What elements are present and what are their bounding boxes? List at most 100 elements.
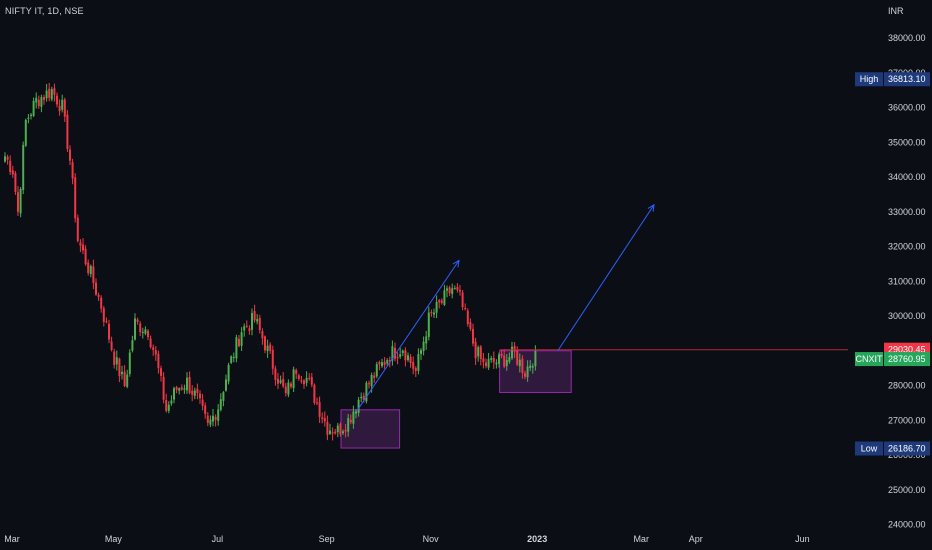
- candle-body: [160, 368, 162, 376]
- candle: [19, 186, 22, 218]
- candle-body: [342, 431, 344, 434]
- candle: [508, 352, 511, 364]
- candle: [518, 353, 521, 373]
- trend-lines[interactable]: [357, 203, 655, 411]
- candle-body: [206, 415, 209, 423]
- candle: [464, 303, 467, 311]
- candle-body: [149, 338, 152, 348]
- candle: [121, 365, 123, 380]
- candle: [108, 319, 110, 344]
- candle-body: [446, 288, 448, 291]
- candle: [394, 342, 396, 362]
- candle: [258, 314, 261, 334]
- candle: [32, 97, 35, 118]
- candle-body: [222, 392, 225, 401]
- candle-body: [199, 393, 201, 399]
- candle: [115, 350, 118, 371]
- candle-body: [378, 362, 381, 365]
- candle-body: [474, 341, 477, 359]
- candle: [482, 353, 485, 369]
- candle: [188, 371, 191, 395]
- candle: [279, 375, 282, 385]
- candle: [526, 360, 529, 382]
- candle: [336, 422, 339, 438]
- candle-body: [336, 425, 339, 433]
- candle-body: [261, 331, 264, 339]
- candle-body: [82, 244, 84, 251]
- candle: [446, 285, 448, 298]
- candle-body: [482, 358, 485, 363]
- candle-body: [147, 330, 149, 338]
- candle: [214, 414, 217, 427]
- price-tag-value-bg: [884, 352, 930, 367]
- candle: [448, 285, 451, 297]
- price-tag-label-bg: [855, 352, 883, 367]
- candle-body: [303, 380, 305, 385]
- candle-body: [230, 356, 233, 363]
- price-tag-label: Low: [861, 444, 878, 454]
- candle: [35, 92, 38, 109]
- candle-body: [144, 329, 147, 334]
- candle-body: [409, 356, 412, 363]
- candle-body: [438, 300, 441, 303]
- candle-body: [253, 311, 256, 321]
- time-axis[interactable]: Mar May Jul Sep Nov 2023 Mar Apr Jun: [4, 534, 809, 544]
- candle: [342, 429, 344, 435]
- price-tag-value: 36813.10: [888, 74, 926, 84]
- candle: [167, 401, 170, 414]
- candle: [264, 335, 266, 354]
- candle-body: [433, 312, 435, 315]
- candle-body: [531, 366, 534, 368]
- candle: [201, 393, 204, 411]
- candle-body: [152, 347, 155, 350]
- candle: [30, 113, 32, 120]
- candle: [139, 320, 142, 337]
- price-tick-label: 31000.00: [888, 276, 926, 286]
- price-tag-value: 28760.95: [888, 354, 926, 364]
- candle-body: [105, 321, 108, 323]
- candle: [456, 283, 459, 293]
- candle: [326, 415, 329, 441]
- candle: [71, 158, 74, 185]
- candle-body: [479, 346, 482, 360]
- candle-body: [87, 262, 90, 274]
- candle: [178, 387, 181, 395]
- candle: [498, 352, 500, 368]
- candle: [305, 371, 308, 387]
- candle-body: [425, 336, 428, 344]
- candle-body: [492, 357, 495, 363]
- candle-body: [9, 160, 12, 173]
- candle: [206, 412, 209, 427]
- candle-body: [487, 359, 490, 368]
- candle-body: [414, 368, 417, 371]
- candle-body: [316, 402, 318, 404]
- candle-body: [485, 362, 487, 366]
- candle: [453, 285, 456, 290]
- candle-body: [240, 332, 243, 346]
- candle: [89, 264, 92, 278]
- candle: [79, 239, 82, 253]
- candle-body: [344, 429, 347, 432]
- candle: [22, 141, 25, 195]
- candle: [63, 97, 66, 122]
- candle: [529, 360, 532, 372]
- time-tick-label: Nov: [423, 534, 440, 544]
- candle-body: [14, 173, 17, 192]
- symbol-title[interactable]: NIFTY IT, 1D, NSE: [5, 6, 84, 16]
- time-tick-label: Mar: [633, 534, 649, 544]
- candle: [6, 154, 9, 165]
- candle: [222, 391, 225, 407]
- candle: [251, 308, 253, 336]
- candle: [193, 387, 196, 400]
- candle: [87, 259, 90, 276]
- candle: [147, 328, 149, 341]
- candle-body: [27, 117, 30, 119]
- candle: [524, 370, 526, 380]
- candle: [531, 363, 534, 374]
- candle: [477, 345, 480, 362]
- candle-body: [89, 265, 92, 275]
- price-tag-value-bg: [884, 72, 930, 87]
- candle: [154, 346, 157, 361]
- candle: [414, 366, 417, 378]
